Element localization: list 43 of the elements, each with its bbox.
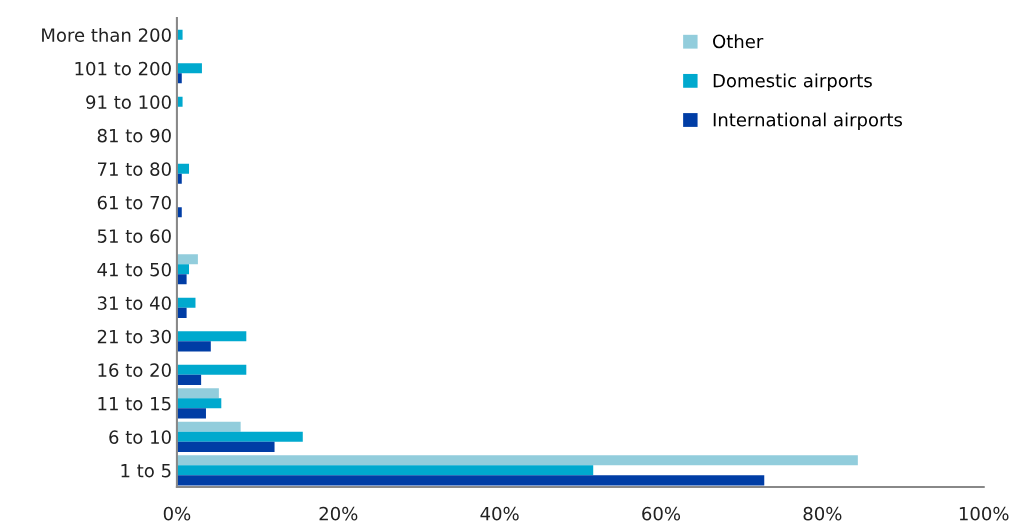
bar: [176, 341, 211, 352]
bar: [176, 455, 858, 466]
y-tick-label: 51 to 60: [97, 229, 171, 243]
bar: [176, 465, 594, 476]
y-tick-label: 71 to 80: [97, 162, 171, 176]
y-tick-label: 11 to 15: [98, 397, 171, 411]
y-tick-label: 91 to 100: [86, 95, 171, 109]
y-tick-label: More than 200: [42, 27, 171, 42]
bar: [176, 307, 187, 318]
bar: [176, 475, 765, 486]
legend-label: International airports: [713, 112, 903, 131]
bar: [176, 63, 202, 74]
x-tick-label: 0%: [163, 506, 191, 521]
y-tick-label: 6 to 10: [109, 430, 171, 444]
y-tick-label: 101 to 200: [75, 61, 171, 76]
x-tick-label: 20%: [319, 506, 358, 521]
bar: [176, 388, 219, 399]
x-tick-label: 80%: [803, 506, 842, 521]
bar: [176, 364, 247, 375]
bar: [176, 408, 206, 419]
bar: [176, 398, 222, 409]
bar: [176, 297, 196, 308]
bar: [176, 331, 247, 342]
x-tick-label: 100%: [959, 506, 1009, 521]
y-tick-label: 21 to 30: [97, 329, 171, 344]
x-tick-label: 60%: [642, 506, 681, 521]
y-tick-label: 41 to 50: [97, 262, 171, 277]
bar: [176, 163, 190, 174]
bar: [176, 421, 241, 432]
y-tick-label: 16 to 20: [98, 363, 171, 377]
bar: [176, 431, 303, 442]
bar: [176, 254, 198, 265]
bar: [176, 441, 275, 452]
x-tick-label: 40%: [480, 506, 519, 521]
legend-label: Domestic airports: [713, 73, 872, 91]
y-tick-label: 81 to 90: [97, 128, 171, 143]
bar: [176, 274, 187, 285]
bar: [176, 374, 202, 385]
bar: [176, 264, 190, 275]
y-tick-label: 1 to 5: [121, 464, 171, 478]
legend-label: Other: [713, 34, 764, 49]
y-tick-label: 61 to 70: [97, 195, 171, 210]
y-tick-label: 31 to 40: [97, 296, 171, 310]
